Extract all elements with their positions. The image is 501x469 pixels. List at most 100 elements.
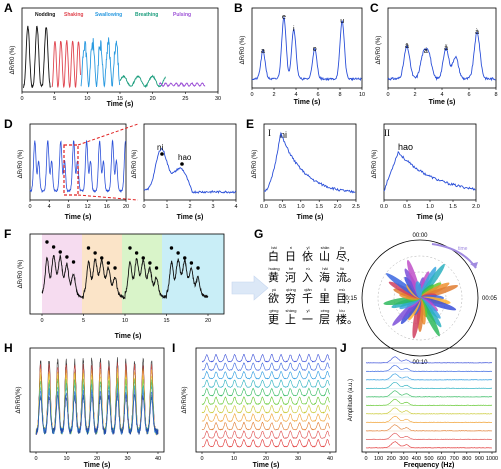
ylabel-h: ΔR/R0(%) bbox=[16, 386, 22, 413]
tick-label: 30 bbox=[295, 456, 301, 462]
tick-label: 30 bbox=[215, 96, 221, 102]
peak-marker bbox=[45, 240, 49, 244]
bg-band-2 bbox=[82, 234, 122, 314]
tick-label: 20 bbox=[123, 204, 129, 210]
poem-char: 层 bbox=[319, 313, 330, 326]
line-nodding bbox=[22, 25, 52, 89]
poem-char: 目, bbox=[336, 293, 350, 305]
panel-letter-f: F bbox=[4, 227, 11, 241]
xticks-e2: 0.0 0.5 1.0 1.5 2.0 bbox=[380, 200, 480, 210]
zoom-line-top bbox=[77, 123, 139, 146]
ylabel-i: ΔR/R0(%) bbox=[182, 386, 188, 413]
poem-char: 欲 bbox=[268, 291, 279, 305]
line-spectrum bbox=[365, 373, 493, 381]
tick-label: 10 bbox=[122, 318, 128, 324]
tick-label: 4 bbox=[234, 204, 237, 210]
ylabel-f: ΔR/R0 (%) bbox=[18, 260, 24, 289]
line-spectrum bbox=[366, 407, 493, 415]
tick-label: 1.0 bbox=[297, 204, 305, 210]
xlabel-b: Time (s) bbox=[294, 99, 321, 106]
pinyin: bái bbox=[271, 245, 276, 250]
panel-letter-d: D bbox=[4, 117, 13, 131]
tone-label: ā bbox=[405, 43, 409, 50]
tick-label: 300 bbox=[399, 456, 408, 462]
xlabel-d-zoom: Time (s) bbox=[177, 214, 204, 221]
panel-g: G bái白rì日yī依shān山jìn尽,huáng黄hé河rù入hǎi海li… bbox=[254, 227, 498, 366]
poem-char: 山 bbox=[319, 250, 330, 263]
line-syllable bbox=[35, 357, 159, 435]
line-poem bbox=[41, 254, 209, 300]
tick-label: 20 bbox=[263, 456, 269, 462]
xlabel-h: Time (s) bbox=[84, 462, 111, 469]
peak-marker bbox=[189, 261, 194, 265]
axes-frame-a bbox=[21, 7, 219, 93]
word-label-e1: ni bbox=[280, 130, 287, 140]
axes-frame-d-zoom bbox=[143, 123, 237, 201]
tick-label: 600 bbox=[437, 456, 446, 462]
line-syllable bbox=[35, 362, 159, 436]
axes-frame-e1 bbox=[263, 123, 357, 201]
zoom-label-hao: hao bbox=[178, 153, 192, 162]
peak-marker-ni bbox=[160, 152, 164, 156]
peak-marker bbox=[128, 246, 132, 250]
panel-i: I ΔR/R0(%) Time (s) 0 10 20 30 40 bbox=[172, 341, 337, 469]
tick-label: 1 bbox=[165, 204, 168, 210]
poem-char: 黄 bbox=[268, 270, 279, 284]
pinyin: céng bbox=[321, 308, 330, 313]
pinyin: yī bbox=[306, 308, 310, 313]
zoom-box bbox=[63, 144, 79, 196]
line-swallowing bbox=[80, 37, 121, 88]
polar-label-right: 00:05 bbox=[482, 296, 498, 302]
peak-marker bbox=[183, 256, 187, 260]
panel-letter-g: G bbox=[254, 227, 263, 241]
tick-label: 3 bbox=[211, 204, 214, 210]
tick-label: 8 bbox=[67, 204, 70, 210]
line-tones bbox=[387, 31, 496, 82]
tick-label: 5 bbox=[53, 96, 56, 102]
ylabel-d: ΔR/R0 (%) bbox=[18, 150, 24, 179]
ylabel-a: ΔR/R0 (%) bbox=[10, 46, 16, 75]
panel-a: A ΔR/R0 (%) Time (s) 0 5 10 15 20 25 30 Noddin… bbox=[4, 1, 221, 108]
legend-item: Pulsing bbox=[173, 12, 191, 18]
pinyin: shān bbox=[321, 245, 330, 250]
peak-marker bbox=[169, 246, 174, 250]
xlabel-a: Time (s) bbox=[107, 101, 134, 108]
tick-label: 0.0 bbox=[260, 204, 268, 210]
tone-label: à bbox=[475, 29, 479, 36]
tick-label: 0 bbox=[142, 204, 145, 210]
time-arrow bbox=[431, 243, 477, 269]
word-label-e2: hao bbox=[398, 142, 413, 152]
panel-letter-c: C bbox=[370, 1, 379, 15]
line-channel bbox=[201, 379, 330, 389]
peak-marker bbox=[154, 266, 159, 270]
tick-label: 0 bbox=[34, 456, 37, 462]
pinyin: rù bbox=[306, 266, 310, 271]
peak-marker bbox=[134, 251, 139, 255]
line-spectrum bbox=[365, 390, 493, 398]
tick-label: 12 bbox=[85, 204, 91, 210]
peak-marker bbox=[148, 261, 152, 265]
tick-label: 20 bbox=[94, 456, 100, 462]
tick-label: 40 bbox=[155, 456, 161, 462]
series-line-f bbox=[41, 254, 209, 300]
tick-label: 0 bbox=[28, 204, 31, 210]
panel-d: D ΔR/R0 (%) Time (s) 0 4 8 12 16 20 ΔR/R0 (%)… bbox=[4, 117, 238, 221]
polar-label-top: 00:00 bbox=[412, 233, 428, 239]
pinyin: liú bbox=[340, 266, 344, 271]
panel-letter-j: J bbox=[340, 341, 347, 355]
line-channel bbox=[201, 430, 330, 440]
tick-label: 2 bbox=[413, 92, 416, 98]
series-lines-j bbox=[365, 356, 493, 449]
xlabel-d: Time (s) bbox=[65, 214, 92, 221]
line-nihao-zoom bbox=[143, 147, 237, 194]
tick-label: 8 bbox=[494, 92, 497, 98]
peak-marker bbox=[106, 261, 111, 265]
axes-frame-f bbox=[29, 233, 225, 315]
poem-char: 入 bbox=[302, 272, 313, 284]
line-spectrum bbox=[366, 398, 493, 406]
pinyin: mù bbox=[339, 287, 345, 292]
annotations-b: a ei o u bbox=[261, 14, 344, 55]
panel-letter-h: H bbox=[4, 341, 13, 355]
line-channel bbox=[201, 353, 330, 363]
peak-marker bbox=[71, 260, 76, 264]
